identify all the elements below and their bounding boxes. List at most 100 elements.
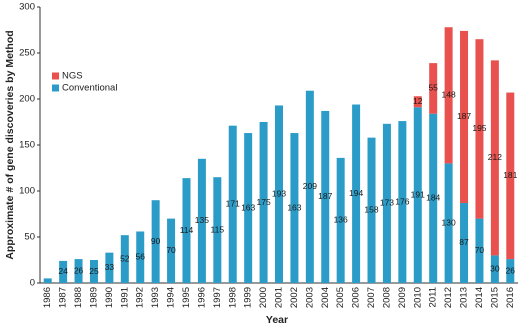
y-tick-label: 250 bbox=[19, 48, 35, 59]
bar-segment bbox=[460, 30, 469, 203]
x-tick-label: 2006 bbox=[351, 287, 362, 308]
y-tick-label: 150 bbox=[19, 140, 35, 151]
x-tick-label: 2004 bbox=[320, 287, 331, 308]
x-tick-label: 2001 bbox=[274, 287, 285, 308]
x-tick-label: 1992 bbox=[135, 287, 146, 308]
legend-swatch bbox=[52, 72, 59, 80]
bar-segment bbox=[275, 105, 283, 283]
x-tick-label: 1997 bbox=[212, 287, 223, 308]
x-tick-label: 1989 bbox=[88, 287, 99, 308]
value-label: 163 bbox=[287, 202, 301, 212]
bar-segment bbox=[429, 113, 438, 283]
bar-segment bbox=[259, 122, 268, 283]
x-tick-label: 1990 bbox=[104, 287, 115, 308]
x-tick-label: 2003 bbox=[304, 287, 315, 308]
x-tick-label: 2016 bbox=[505, 287, 516, 308]
bar-segment bbox=[490, 255, 499, 283]
value-label: 187 bbox=[457, 111, 471, 121]
bar-segment bbox=[336, 157, 345, 283]
bar-segment bbox=[305, 90, 314, 283]
bar-segment bbox=[506, 92, 515, 260]
value-label: 163 bbox=[241, 202, 255, 212]
bar-segment bbox=[367, 137, 376, 283]
value-label: 171 bbox=[226, 199, 240, 209]
y-axis-title: Approximate # of gene discoveries by Met… bbox=[4, 30, 16, 259]
legend-label: Conventional bbox=[62, 83, 117, 94]
bar-segment bbox=[197, 158, 206, 283]
value-label: 30 bbox=[490, 263, 500, 273]
value-label: 26 bbox=[506, 265, 516, 275]
bar-segment bbox=[167, 218, 176, 283]
x-tick-label: 1994 bbox=[166, 287, 177, 308]
bar-segment bbox=[444, 163, 453, 283]
bar-segment bbox=[120, 235, 129, 283]
value-label: 70 bbox=[475, 245, 485, 255]
bar-segment bbox=[475, 218, 484, 283]
bar-segment bbox=[43, 278, 52, 283]
value-label: 175 bbox=[256, 197, 270, 207]
value-label: 193 bbox=[272, 188, 286, 198]
x-tick-label: 1986 bbox=[42, 287, 53, 308]
legend-label: NGS bbox=[62, 71, 83, 82]
bar-segment bbox=[506, 259, 515, 283]
x-tick-label: 2005 bbox=[335, 287, 346, 308]
value-label: 55 bbox=[428, 83, 438, 93]
value-label: 148 bbox=[442, 90, 456, 100]
value-label: 181 bbox=[503, 170, 517, 180]
bar-segment bbox=[151, 200, 160, 283]
x-tick-label: 1999 bbox=[243, 287, 254, 308]
bar-segment bbox=[74, 259, 83, 283]
x-tick-label: 2014 bbox=[474, 287, 485, 308]
x-tick-label: 1988 bbox=[73, 287, 84, 308]
value-label: 158 bbox=[364, 205, 378, 215]
y-tick-label: 200 bbox=[19, 94, 35, 105]
x-tick-label: 2015 bbox=[489, 287, 500, 308]
legend-swatch bbox=[52, 84, 59, 92]
x-tick-label: 2000 bbox=[258, 287, 269, 308]
bar-segment bbox=[321, 110, 330, 284]
bar-segment bbox=[444, 27, 453, 164]
bar-segment bbox=[460, 202, 469, 283]
x-tick-label: 1996 bbox=[196, 287, 207, 308]
bar-segment bbox=[213, 177, 222, 283]
bar-segment bbox=[59, 260, 68, 283]
value-label: 176 bbox=[395, 196, 409, 206]
value-label: 187 bbox=[318, 191, 332, 201]
x-tick-label: 2010 bbox=[412, 287, 423, 308]
x-tick-label: 2008 bbox=[381, 287, 392, 308]
y-tick-label: 50 bbox=[24, 232, 35, 243]
value-label: 12 bbox=[413, 96, 423, 106]
y-tick-label: 300 bbox=[19, 2, 35, 13]
bar-segment bbox=[244, 133, 253, 283]
x-tick-label: 1993 bbox=[150, 287, 161, 308]
x-tick-label: 1998 bbox=[227, 287, 238, 308]
value-label: 115 bbox=[211, 224, 225, 234]
x-tick-label: 1987 bbox=[58, 287, 69, 308]
x-tick-label: 1991 bbox=[119, 287, 130, 308]
value-label: 194 bbox=[349, 188, 363, 198]
value-label: 184 bbox=[426, 193, 440, 203]
x-tick-label: 2009 bbox=[397, 287, 408, 308]
bar-segment bbox=[429, 63, 438, 114]
bar-segment bbox=[136, 231, 145, 283]
value-label: 195 bbox=[472, 123, 486, 133]
bar-segment bbox=[475, 39, 484, 219]
x-tick-label: 2012 bbox=[443, 287, 454, 308]
bar-segment bbox=[413, 96, 422, 108]
value-label: 209 bbox=[303, 181, 317, 191]
value-label: 87 bbox=[459, 237, 469, 247]
value-label: 24 bbox=[58, 266, 68, 276]
bar-segment bbox=[290, 133, 299, 283]
value-label: 70 bbox=[166, 245, 176, 255]
value-label: 90 bbox=[151, 236, 161, 246]
value-label: 52 bbox=[120, 253, 130, 263]
y-tick-label: 0 bbox=[30, 278, 35, 289]
x-tick-label: 1995 bbox=[181, 287, 192, 308]
value-label: 130 bbox=[442, 217, 456, 227]
value-label: 114 bbox=[180, 225, 194, 235]
bar-segment bbox=[398, 121, 407, 283]
value-label: 56 bbox=[135, 251, 145, 261]
value-label: 212 bbox=[488, 152, 502, 162]
bar-segment bbox=[382, 123, 391, 283]
